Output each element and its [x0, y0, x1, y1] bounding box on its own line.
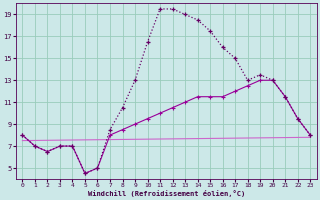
X-axis label: Windchill (Refroidissement éolien,°C): Windchill (Refroidissement éolien,°C)	[88, 190, 245, 197]
